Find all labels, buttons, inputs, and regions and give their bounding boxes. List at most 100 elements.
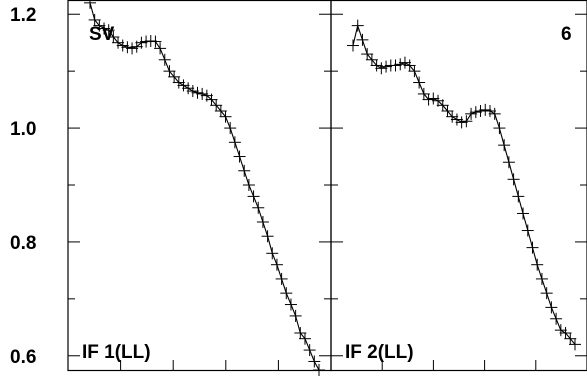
data-point: [205, 93, 218, 106]
data-point: [261, 230, 274, 243]
data-point: [398, 56, 411, 69]
data-point: [219, 110, 232, 123]
data-point: [313, 364, 325, 376]
data-point: [365, 53, 378, 66]
data-point: [375, 62, 388, 75]
data-point: [135, 36, 148, 49]
data-point: [186, 85, 199, 98]
data-point: [294, 327, 307, 339]
data-point: [154, 42, 167, 55]
data-point: [126, 42, 139, 55]
data-point: [112, 36, 125, 49]
data-point: [361, 48, 374, 61]
data-point: [149, 35, 162, 48]
data-point: [347, 39, 359, 52]
data-point: [488, 107, 501, 120]
panel-frame: [67, 0, 332, 372]
data-point: [545, 301, 558, 314]
data-point: [469, 106, 482, 119]
data-point: [403, 59, 416, 72]
data-point: [380, 60, 393, 73]
data-point: [460, 115, 473, 128]
data-point: [247, 190, 260, 203]
data-point: [298, 332, 311, 345]
data-point: [214, 105, 227, 117]
data-point: [479, 103, 492, 116]
data-point: [351, 19, 364, 32]
data-point: [356, 33, 369, 46]
data-point: [102, 24, 115, 37]
data-point: [308, 355, 321, 368]
data-point: [465, 107, 478, 120]
data-point: [224, 122, 237, 135]
data-point: [446, 110, 459, 123]
data-point: [502, 156, 515, 169]
data-point: [168, 70, 181, 83]
data-point: [242, 179, 255, 191]
data-point: [450, 113, 463, 126]
data-point: [521, 224, 534, 237]
data-point: [436, 99, 449, 112]
panel-source-label: SV: [89, 24, 115, 45]
data-point: [93, 19, 106, 32]
data-point: [512, 190, 525, 203]
data-point: [228, 136, 241, 149]
data-point: [526, 241, 539, 254]
data-point: [238, 164, 251, 177]
data-point: [84, 0, 96, 9]
data-point: [284, 298, 297, 311]
data-point: [182, 82, 195, 95]
data-point: [427, 92, 440, 105]
data-point: [210, 99, 223, 112]
data-point: [540, 287, 553, 300]
data-point: [121, 41, 134, 54]
data-point: [303, 344, 316, 357]
data-point: [252, 201, 265, 214]
data-point: [270, 258, 283, 271]
data-point: [177, 79, 190, 92]
data-point: [158, 53, 171, 66]
data-point: [233, 150, 246, 163]
y-tick-label: 0.6: [10, 347, 36, 368]
data-point: [408, 65, 421, 78]
data-point: [98, 22, 111, 35]
data-point: [88, 13, 101, 26]
data-point: [531, 258, 544, 271]
series-line: [352, 23, 576, 345]
data-point: [163, 65, 176, 78]
data-point: [550, 312, 563, 325]
y-tick-label: 1.2: [10, 5, 36, 26]
data-point: [483, 105, 496, 117]
data-point: [413, 76, 426, 89]
data-point: [370, 59, 383, 72]
data-point: [559, 327, 572, 339]
data-point: [455, 116, 468, 129]
data-point: [535, 272, 548, 285]
data-point: [517, 207, 530, 220]
data-point: [275, 272, 288, 285]
series-line: [89, 2, 320, 371]
data-point: [417, 87, 430, 100]
data-point: [569, 338, 581, 351]
data-point: [394, 58, 407, 71]
panel-if-label: IF 2(LL): [345, 342, 414, 363]
data-point: [107, 31, 120, 43]
data-point: [266, 247, 279, 260]
data-point: [389, 59, 402, 72]
y-tick-label: 1.0: [10, 119, 36, 140]
data-point: [507, 173, 520, 186]
data-point: [432, 94, 445, 107]
y-tick-label: 0.8: [10, 233, 36, 254]
data-point: [256, 216, 269, 228]
data-point: [493, 122, 506, 135]
data-point: [116, 39, 129, 52]
data-point: [422, 93, 435, 106]
data-point: [280, 287, 293, 300]
data-point: [196, 87, 209, 100]
data-point: [441, 105, 454, 117]
data-point: [144, 34, 157, 47]
panel-if-label: IF 1(LL): [82, 342, 151, 363]
data-point: [172, 76, 185, 89]
